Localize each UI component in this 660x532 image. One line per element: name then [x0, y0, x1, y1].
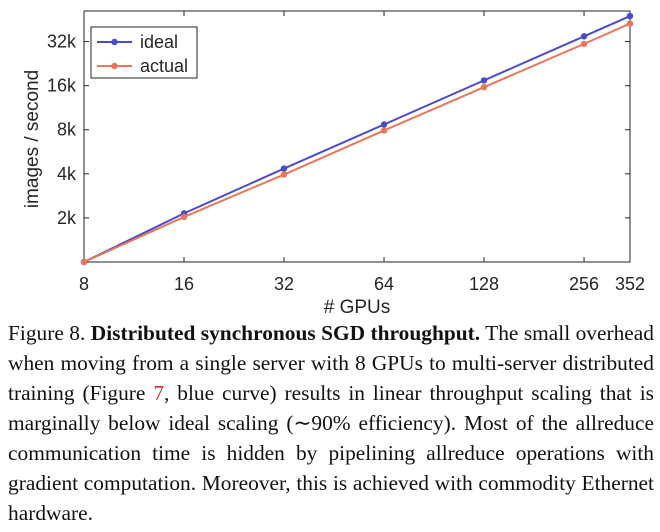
x-tick-label: 352 — [615, 274, 645, 294]
data-point-actual — [180, 213, 188, 221]
data-point-actual — [626, 20, 634, 27]
legend-label-actual: actual — [140, 56, 188, 76]
data-point-ideal — [580, 33, 588, 40]
legend: ideal actual — [90, 26, 198, 79]
legend-box — [90, 26, 198, 79]
data-point-actual — [580, 40, 588, 48]
legend-label-ideal: ideal — [140, 32, 178, 52]
y-tick-label: 4k — [57, 164, 77, 184]
x-axis-ticks: 8 16 32 64 128 256 352 — [79, 11, 645, 294]
figure-caption: Figure 8. Distributed synchronous SGD th… — [8, 318, 654, 528]
plot-frame — [83, 10, 631, 263]
data-point-actual — [280, 171, 288, 178]
x-tick-label: 8 — [79, 274, 89, 294]
x-tick-label: 256 — [569, 274, 599, 294]
legend-marker-actual — [111, 62, 118, 70]
data-point-ideal — [480, 77, 488, 84]
y-tick-label: 8k — [57, 120, 77, 140]
data-point-actual — [80, 258, 88, 266]
caption-text-1: The small overhead when moving from a si… — [8, 321, 654, 405]
data-point-ideal — [280, 165, 288, 172]
caption-text-2: , blue curve) results in linear throughp… — [8, 381, 654, 525]
data-point-actual — [380, 127, 388, 134]
throughput-chart: 2k 4k 8k 16k 32k 8 16 32 64 128 256 352 ideal actua… — [22, 10, 645, 318]
x-tick-label: 16 — [174, 274, 194, 294]
x-tick-label: 128 — [469, 274, 499, 294]
y-tick-label: 32k — [47, 32, 77, 52]
data-point-ideal — [380, 121, 388, 128]
x-axis-label: # GPUs — [324, 297, 391, 318]
y-axis-ticks: 2k 4k 8k 16k 32k — [47, 32, 630, 228]
y-axis-label: images / second — [22, 70, 43, 208]
caption-label: Figure 8. — [8, 321, 86, 345]
data-point-actual — [480, 83, 488, 91]
legend-marker-ideal — [111, 38, 118, 46]
data-point-ideal — [626, 12, 634, 20]
figure-reference-link[interactable]: 7 — [153, 381, 165, 405]
plot-area-frame — [83, 10, 631, 263]
caption-title: Distributed synchronous SGD throughput. — [90, 321, 481, 345]
series-layer — [80, 12, 634, 266]
series-actual — [80, 20, 634, 266]
x-tick-label: 64 — [374, 274, 394, 294]
x-tick-label: 32 — [274, 274, 294, 294]
y-tick-label: 2k — [57, 208, 77, 228]
y-tick-label: 16k — [47, 76, 77, 96]
